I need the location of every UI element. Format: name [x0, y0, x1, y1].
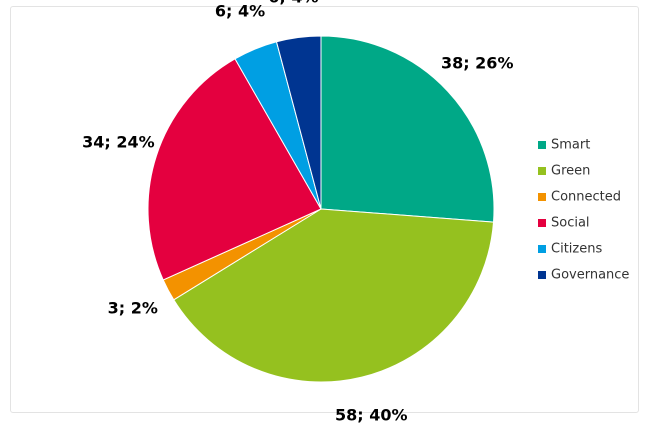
legend-swatch [538, 219, 546, 227]
data-label: 38; 26% [441, 54, 514, 73]
data-label: 34; 24% [82, 133, 155, 152]
pie-slice [173, 208, 495, 383]
data-label: 58; 40% [335, 405, 408, 423]
legend-label: Green [551, 164, 590, 179]
legend-swatch [538, 141, 546, 149]
legend-swatch [538, 193, 546, 201]
legend-label: Smart [551, 138, 590, 153]
legend-label: Citizens [551, 242, 602, 257]
legend-swatch [538, 271, 546, 279]
legend-label: Governance [551, 268, 629, 283]
legend-swatch [538, 245, 546, 253]
chart-card [10, 6, 639, 413]
pie-slice [275, 35, 322, 210]
data-label: 6; 4% [268, 0, 318, 6]
pie-slice [320, 35, 495, 223]
legend-label: Connected [551, 190, 621, 205]
data-label: 3; 2% [108, 298, 158, 317]
pie-slice [147, 58, 322, 281]
legend-label: Social [551, 216, 590, 231]
legend-swatch [538, 167, 546, 175]
data-label: 6; 4% [215, 1, 265, 20]
